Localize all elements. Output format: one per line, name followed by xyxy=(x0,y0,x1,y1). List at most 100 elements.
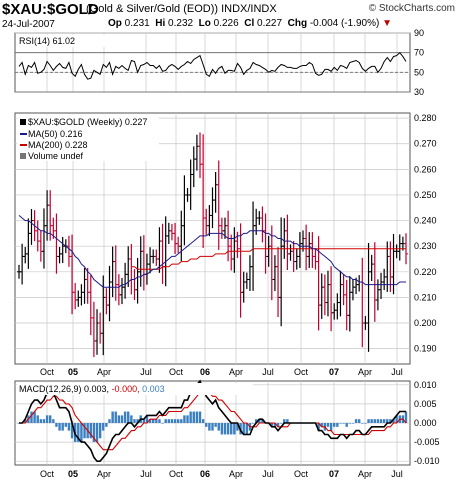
high-value: 0.232 xyxy=(168,18,194,29)
volume-legend-swatch xyxy=(20,153,26,159)
change-label: Chg xyxy=(287,18,308,29)
macd-histogram-bar xyxy=(351,423,355,424)
macd-histogram-bar xyxy=(211,423,214,431)
security-name: (Gold & Silver/Gold (EOD)) xyxy=(86,3,219,15)
macd-histogram-bar xyxy=(223,423,227,435)
price-xtick-label: Apr xyxy=(358,367,372,377)
macd-histogram-bar xyxy=(180,419,183,423)
ma50-line xyxy=(18,215,406,288)
macd-histogram-bar xyxy=(167,419,171,423)
price-legend-series: $XAU:$GOLD (Weekly) 0.227 xyxy=(28,117,147,127)
macd-histogram-bar xyxy=(108,419,111,423)
close-value: 0.227 xyxy=(257,18,283,29)
macd-histogram-bar xyxy=(361,423,364,424)
macd-histogram-bar xyxy=(58,423,61,431)
price-xtick-label: 07 xyxy=(329,367,339,377)
macd-histogram-bar xyxy=(370,419,373,423)
price-xtick-label: Oct xyxy=(169,367,184,377)
macd-histogram-bar xyxy=(320,423,323,427)
rsi-ytick-label: 30 xyxy=(414,87,424,97)
macd-histogram-bar xyxy=(117,415,121,423)
macd-histogram-bar xyxy=(170,419,174,423)
macd-histogram-bar xyxy=(49,415,52,423)
quote-line: Op 0.231 Hi 0.232 Lo 0.226 Cl 0.227 Chg … xyxy=(108,18,392,29)
macd-histogram-bar xyxy=(286,419,289,423)
macd-histogram-bar xyxy=(52,419,55,423)
macd-histogram-bar xyxy=(214,423,217,427)
macd-histogram-bar xyxy=(186,415,189,423)
macd-legend-prefix: MACD(12,26,9) xyxy=(19,384,84,394)
macd-ytick-label: -0.005 xyxy=(414,437,440,447)
macd-histogram-bar xyxy=(176,419,180,423)
price-ytick-label: 0.250 xyxy=(414,190,437,200)
macd-histogram-bar xyxy=(404,411,408,423)
brand-watermark: © StockCharts.com xyxy=(368,3,455,14)
rsi-ytick-label: 70 xyxy=(414,48,424,58)
high-label: Hi xyxy=(155,18,166,29)
macd-histogram-bar xyxy=(136,419,139,423)
ma200-legend: MA(200) 0.228 xyxy=(28,140,88,150)
price-ytick-label: 0.190 xyxy=(414,344,437,354)
macd-histogram-bar xyxy=(348,423,352,424)
macd-histogram-bar xyxy=(39,419,43,423)
macd-histogram-bar xyxy=(127,411,130,423)
ma50-legend: MA(50) 0.216 xyxy=(28,129,83,139)
macd-histogram-bar xyxy=(245,423,249,435)
price-xtick-label: Apr xyxy=(229,367,243,377)
rsi-line xyxy=(18,51,407,80)
price-legend-box xyxy=(17,115,159,161)
macd-histogram-bar xyxy=(133,419,136,423)
macd-histogram-bar xyxy=(254,419,258,423)
price-xtick-label: Oct xyxy=(294,367,309,377)
macd-histogram-bar xyxy=(67,423,71,431)
macd-histogram-bar xyxy=(98,423,102,439)
macd-xtick-label: Apr xyxy=(97,469,111,479)
macd-histogram-bar xyxy=(148,419,152,423)
price-xtick-label: Oct xyxy=(40,367,55,377)
macd-histogram-bar xyxy=(158,419,161,423)
macd-histogram-bar xyxy=(220,423,224,435)
macd-histogram-bar xyxy=(80,423,83,443)
macd-xtick-label: Apr xyxy=(358,469,372,479)
macd-histogram-bar xyxy=(273,423,277,427)
macd-histogram-bar xyxy=(367,419,370,423)
macd-ytick-label: 0.000 xyxy=(414,418,437,428)
macd-histogram-bar xyxy=(395,415,398,423)
macd-ytick-label: 0.005 xyxy=(414,399,437,409)
macd-histogram-bar xyxy=(195,411,199,423)
macd-histogram-bar xyxy=(70,423,74,439)
quote-date: 24-Jul-2007 xyxy=(2,19,55,30)
macd-histogram-bar xyxy=(339,423,342,424)
price-ytick-label: 0.280 xyxy=(414,113,437,123)
macd-histogram-bar xyxy=(276,423,280,427)
macd-xtick-label: 06 xyxy=(200,469,210,479)
macd-histogram-bar xyxy=(336,423,339,427)
macd-histogram-bar xyxy=(123,411,127,423)
price-xtick-label: Jul xyxy=(391,367,403,377)
macd-histogram-bar xyxy=(345,423,348,427)
macd-histogram-bar xyxy=(192,411,195,423)
macd-histogram-bar xyxy=(236,423,239,431)
macd-legend-macd: 0.003, xyxy=(84,384,112,394)
macd-histogram-bar xyxy=(55,423,58,427)
macd-histogram-bar xyxy=(45,415,49,423)
macd-legend-box xyxy=(17,383,253,395)
macd-histogram-bar xyxy=(230,423,233,435)
macd-histogram-bar xyxy=(152,419,155,423)
price-ytick-label: 0.240 xyxy=(414,216,437,226)
macd-histogram-bar xyxy=(317,423,320,431)
macd-histogram-bar xyxy=(233,423,236,435)
macd-histogram-bar xyxy=(329,423,333,431)
macd-histogram-bar xyxy=(83,423,86,439)
macd-xtick-label: Jul xyxy=(140,469,152,479)
macd-legend-signal: -0.000, xyxy=(112,384,143,394)
macd-histogram-bar xyxy=(251,423,255,424)
macd-histogram-bar xyxy=(36,415,39,423)
macd-histogram-bar xyxy=(364,423,367,424)
low-label: Lo xyxy=(198,18,211,29)
macd-histogram-bar xyxy=(145,415,149,423)
macd-histogram-bar xyxy=(30,411,33,423)
macd-histogram-bar xyxy=(61,423,64,431)
rsi-legend: RSI(14) 61.02 xyxy=(19,36,75,46)
macd-histogram-bar xyxy=(198,411,202,423)
